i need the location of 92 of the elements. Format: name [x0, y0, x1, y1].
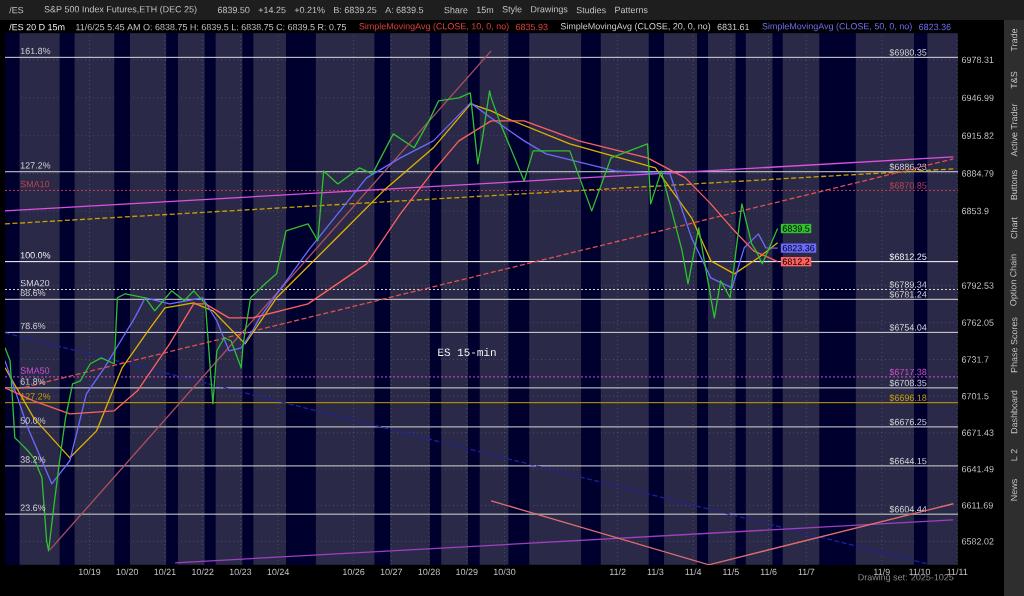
annotation: 88.6%: [20, 289, 46, 297]
y-tick-label: 6884.79: [961, 170, 994, 177]
text: Phase Scores: [1010, 317, 1018, 373]
chart-title: /ES 20 D 15m: [9, 23, 65, 31]
x-tick-label: 10/26: [343, 568, 365, 576]
y-tick-label: 6762.05: [961, 319, 994, 326]
annotation: SMA10: [20, 180, 50, 188]
ref-line-label: $6644.15: [889, 457, 927, 465]
ref-line-label: $6870.85: [889, 181, 927, 190]
x-tick-label: 11/11: [947, 568, 968, 576]
x-tick-label: 10/22: [192, 568, 214, 576]
text: B: 6839.25: [334, 6, 377, 14]
y-tick-label: 6915.82: [961, 132, 994, 139]
x-tick-label: 11/10: [909, 568, 931, 576]
data-label: 6812.2: [782, 258, 810, 265]
text: S&P 500 Index Futures,ETH (DEC 25): [44, 5, 197, 15]
text: +0.21%: [294, 6, 325, 14]
annotation: 78.6%: [20, 322, 46, 330]
text: 6835.93: [516, 23, 548, 31]
ref-line-label: $6604.44: [889, 505, 927, 513]
text: 15m: [476, 6, 494, 14]
text: 6823.36: [919, 23, 951, 31]
y-tick-label: 6731.7: [961, 356, 989, 363]
annotation: SMA50: [20, 367, 50, 374]
y-tick-label: 6611.69: [961, 502, 993, 509]
x-tick-label: 10/19: [78, 568, 101, 576]
data-label: 6839.5: [782, 225, 810, 232]
ref-line-label: $6886.23: [889, 163, 927, 171]
text: Dashboard: [1010, 390, 1018, 434]
ref-line-label: $6812.25: [889, 253, 927, 261]
annotation: 61.8%: [20, 378, 46, 385]
text: 6839.50: [217, 6, 250, 14]
line-series: [5, 120, 779, 415]
text: News: [1010, 479, 1018, 501]
text: Active Trader: [1010, 103, 1018, 157]
ref-line-label: $6781.24: [889, 290, 927, 299]
text: Trade: [1010, 28, 1018, 52]
ref-line-label: $6696.18: [889, 394, 927, 402]
y-tick-label: 6671.43: [961, 429, 994, 436]
x-tick-label: 10/27: [380, 568, 403, 576]
data-label: 6823.36: [782, 244, 815, 252]
x-tick-label: 10/29: [456, 568, 478, 576]
x-tick-label: 11/5: [723, 568, 739, 576]
x-tick-label: 10/24: [267, 568, 290, 576]
x-tick-label: 11/2: [609, 568, 626, 576]
ref-line-label: $6789.34: [889, 281, 927, 289]
text: Option Chain: [1009, 254, 1019, 306]
ref-line-label: $6754.04: [889, 323, 927, 332]
ref-line-label: $6717.38: [889, 368, 927, 376]
text: Style: [502, 5, 522, 15]
x-tick-label: 11/9: [874, 568, 890, 576]
annotation: SMA20: [20, 279, 50, 287]
x-tick-label: 11/4: [685, 568, 702, 576]
text: Patterns: [615, 6, 648, 14]
text: SimpleMovingAvg (CLOSE, 10, 0, no): [359, 22, 509, 32]
y-tick-label: 6641.49: [961, 465, 994, 473]
y-tick-label: 6701.5: [961, 393, 989, 400]
x-tick-label: 10/23: [229, 568, 252, 576]
x-tick-label: 10/30: [493, 568, 516, 576]
y-tick-label: 6792.53: [961, 282, 994, 289]
ref-line-label: $6980.35: [889, 48, 927, 57]
x-tick-label: 11/3: [647, 568, 664, 576]
chart-subtitle: 11/6/25 5:45 AM O: 6838.75 H: 6839.5 L: 6838.75 C: 6839.5 R: 0.75: [76, 23, 347, 31]
ref-line-label: $6708.35: [889, 379, 927, 387]
x-tick-label: 11/6: [760, 568, 777, 576]
x-tick-label: 10/21: [154, 568, 176, 576]
y-tick-label: 6582.02: [961, 538, 994, 545]
y-tick-label: 6946.99: [961, 94, 994, 102]
text: SimpleMovingAvg (CLOSE, 50, 0, no): [762, 22, 912, 32]
text: 6831.61: [717, 23, 750, 31]
text: T&S: [1010, 71, 1018, 89]
x-tick-label: 10/28: [418, 568, 440, 576]
text: Drawings: [531, 5, 568, 15]
x-tick-label: 11/7: [798, 568, 815, 576]
text: L 2: [1010, 449, 1018, 461]
text: +14.25: [258, 6, 286, 14]
text: Studies: [576, 6, 606, 14]
y-tick-label: 6853.9: [961, 207, 989, 215]
y-tick-label: 6978.31: [961, 56, 994, 64]
text: SimpleMovingAvg (CLOSE, 20, 0, no): [560, 22, 711, 32]
ref-line-label: $6676.25: [889, 418, 927, 426]
annotation: ES 15-min: [438, 347, 496, 357]
line-series: [5, 90, 779, 552]
text: Buttons: [1010, 170, 1018, 200]
text: /ES: [9, 6, 24, 14]
annotation: 161.8%: [20, 47, 51, 55]
text: Chart: [1010, 217, 1018, 239]
text: Share: [444, 6, 468, 14]
x-tick-label: 10/20: [116, 568, 139, 576]
text: A: 6839.5: [385, 6, 424, 14]
annotation: 100.0%: [20, 252, 51, 259]
annotation: 127.2%: [20, 162, 51, 169]
